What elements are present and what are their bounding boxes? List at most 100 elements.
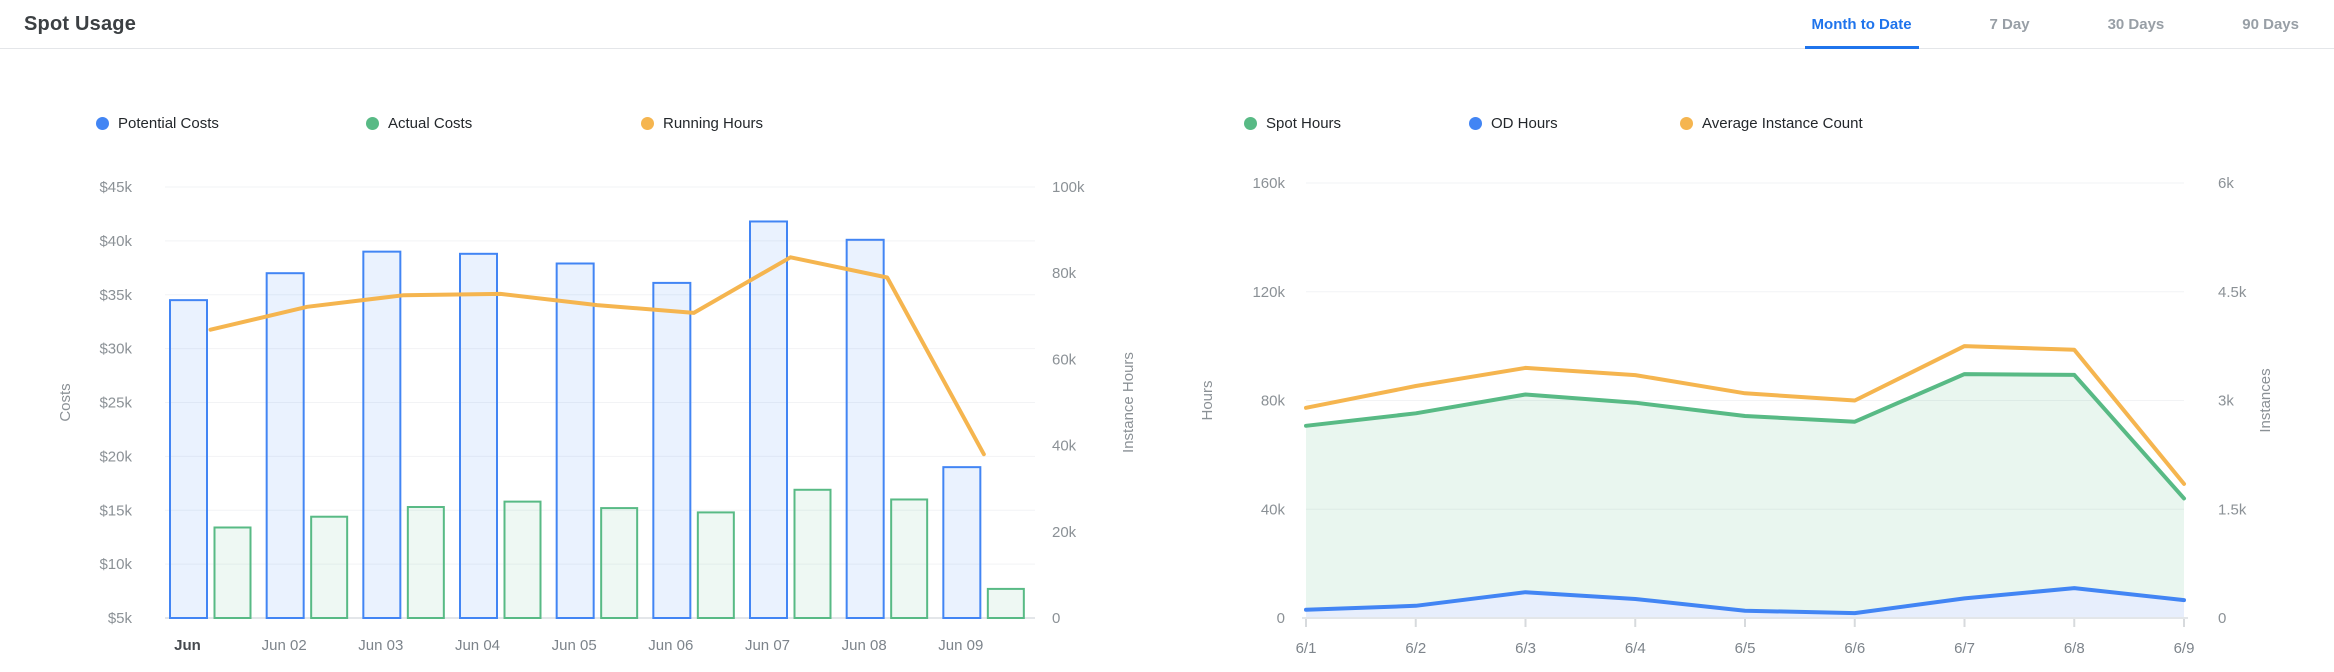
actual-costs-bar-jun-07[interactable]: [793, 488, 832, 619]
od-hours-area: [1306, 588, 2184, 618]
x-axis-label-6-3: 6/3: [1515, 640, 1536, 657]
y-axis-left-tick: $10k: [99, 556, 132, 573]
actual-costs-bar-jun-04[interactable]: [503, 500, 542, 620]
potential-costs-bar-jun-08[interactable]: [845, 238, 885, 620]
y-axis-left-title: Costs: [57, 383, 74, 421]
tab-month-to-date[interactable]: Month to Date: [1804, 0, 1919, 49]
y-axis-left-tick: $25k: [99, 395, 132, 412]
header: Spot Usage Month to Date 7 Day 30 Days 90 D…: [0, 0, 2334, 49]
legend-item-running-hours[interactable]: Running Hours: [641, 115, 763, 132]
x-axis-label-6-4: 6/4: [1625, 640, 1646, 657]
actual-costs-legend-dot: [366, 117, 379, 130]
y-axis-right-title: Instance Hours: [1120, 352, 1137, 453]
running-hours-line[interactable]: [208, 255, 986, 457]
x-axis-label-6-7: 6/7: [1954, 640, 1975, 657]
legend-item-potential-costs[interactable]: Potential Costs: [96, 115, 219, 132]
x-axis-label-jun: Jun: [174, 637, 201, 654]
potential-costs-bar-jun-05[interactable]: [555, 262, 595, 619]
y-axis-right-tick: 3k: [2218, 393, 2234, 410]
y-axis-left-tick: $5k: [108, 610, 133, 627]
legend-item-od-hours[interactable]: OD Hours: [1469, 115, 1558, 132]
y-axis-right-title: Instances: [2257, 368, 2274, 432]
y-axis-left-tick: 80k: [1261, 393, 1286, 410]
actual-costs-bar-jun-09[interactable]: [986, 587, 1025, 619]
tab-90-days[interactable]: 90 Days: [2235, 0, 2306, 49]
y-axis-left-tick: $40k: [99, 233, 132, 250]
y-axis-right-tick: 60k: [1052, 351, 1077, 368]
running-hours-legend-dot: [641, 117, 654, 130]
potential-costs-bar-jun[interactable]: [169, 299, 208, 619]
y-axis-left-tick: $20k: [99, 448, 132, 465]
tab-30-days[interactable]: 30 Days: [2101, 0, 2172, 49]
actual-costs-bar-jun-08[interactable]: [890, 498, 929, 620]
y-axis-left-title: Hours: [1199, 380, 1216, 420]
legend-item-spot-hours[interactable]: Spot Hours: [1244, 115, 1341, 132]
potential-costs-bar-jun-06[interactable]: [652, 281, 692, 620]
x-axis-label-6-9: 6/9: [2174, 640, 2195, 657]
potential-costs-bar-jun-04[interactable]: [459, 252, 498, 619]
potential-costs-bars: [169, 220, 982, 620]
y-axis-left-tick: 120k: [1252, 284, 1285, 301]
x-axis-label-6-5: 6/5: [1735, 640, 1756, 657]
y-axis-right-tick: 1.5k: [2218, 501, 2247, 518]
potential-costs-bar-jun-09[interactable]: [942, 466, 982, 619]
spot-hours-line[interactable]: [1304, 372, 2186, 501]
x-axis-label-jun-07: Jun 07: [745, 637, 790, 654]
legend-label: Potential Costs: [118, 115, 219, 132]
potential-costs-bar-jun-03[interactable]: [362, 250, 402, 619]
x-axis-label-jun-05: Jun 05: [552, 637, 597, 654]
legend-label: Actual Costs: [388, 115, 473, 132]
y-axis-right-tick: 0: [1052, 610, 1060, 627]
hours-chart-panel: Spot Hours OD Hours Average Instance Count…: [1167, 49, 2334, 672]
actual-costs-bar-jun-03[interactable]: [406, 506, 445, 619]
y-axis-left-tick: $15k: [99, 502, 132, 519]
x-axis-label-jun-08: Jun 08: [842, 637, 887, 654]
actual-costs-bar-jun-06[interactable]: [696, 511, 735, 619]
x-axis-label-jun-09: Jun 09: [938, 637, 983, 654]
y-axis-left-tick: 160k: [1252, 175, 1285, 192]
y-axis-right-tick: 40k: [1052, 438, 1077, 455]
charts-row: Potential Costs Actual Costs Running Hours…: [0, 49, 2334, 672]
actual-costs-bar-jun-02[interactable]: [310, 515, 349, 619]
legend-item-average-instance-count[interactable]: Average Instance Count: [1680, 115, 1863, 132]
legend-label: OD Hours: [1491, 115, 1558, 132]
potential-costs-bar-jun-07[interactable]: [749, 220, 788, 619]
y-axis-left-tick: 40k: [1261, 501, 1286, 518]
y-axis-right-tick: 4.5k: [2218, 284, 2247, 301]
y-axis-left-tick: 0: [1277, 610, 1285, 627]
od-hours-line[interactable]: [1304, 586, 2186, 616]
costs-chart-panel: Potential Costs Actual Costs Running Hours…: [0, 49, 1167, 672]
od-hours-legend-dot: [1469, 117, 1482, 130]
legend-label: Average Instance Count: [1702, 115, 1863, 132]
legend-label: Running Hours: [663, 115, 764, 132]
x-axis-label-6-2: 6/2: [1405, 640, 1426, 657]
hours-chart-legend: Spot Hours OD Hours Average Instance Count: [1167, 115, 2334, 133]
x-axis-label-jun-03: Jun 03: [358, 637, 403, 654]
y-axis-right-tick: 100k: [1052, 179, 1085, 196]
page-title: Spot Usage: [24, 12, 137, 35]
potential-costs-bar-jun-02[interactable]: [265, 272, 305, 619]
y-axis-left-tick: $30k: [99, 341, 132, 358]
hours-area-chart: 160k 120k 80k 40k 0 6k 4.5k 3k 1.5k 0 Hours Instanc…: [1199, 175, 2274, 657]
average-instance-count-line[interactable]: [1304, 344, 2186, 486]
average-instance-count-legend-dot: [1680, 117, 1693, 130]
costs-chart-legend: Potential Costs Actual Costs Running Hours: [0, 115, 1167, 133]
time-range-tabs: Month to Date 7 Day 30 Days 90 Days: [1804, 0, 2334, 49]
spot-hours-area: [1306, 374, 2184, 618]
x-axis-label-jun-04: Jun 04: [455, 637, 500, 654]
x-axis-label-6-6: 6/6: [1844, 640, 1865, 657]
y-axis-right-tick: 0: [2218, 610, 2226, 627]
y-axis-right-tick: 80k: [1052, 265, 1077, 282]
y-axis-right-tick: 20k: [1052, 524, 1077, 541]
potential-costs-legend-dot: [96, 117, 109, 130]
tab-7-day[interactable]: 7 Day: [1983, 0, 2037, 49]
actual-costs-bar-jun-05[interactable]: [600, 507, 639, 619]
x-axis-label-jun-06: Jun 06: [648, 637, 693, 654]
legend-label: Spot Hours: [1266, 115, 1342, 132]
spot-hours-legend-dot: [1244, 117, 1257, 130]
costs-combo-chart: $45k $40k $35k $30k $25k $20k $15k $10k $5k 100k 8…: [57, 179, 1137, 654]
actual-costs-bar-jun[interactable]: [213, 526, 252, 619]
x-axis-label-jun-02: Jun 02: [262, 637, 307, 654]
legend-item-actual-costs[interactable]: Actual Costs: [366, 115, 472, 132]
